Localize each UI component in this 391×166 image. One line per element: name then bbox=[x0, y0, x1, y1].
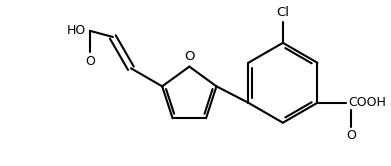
Text: HO: HO bbox=[67, 24, 86, 37]
Text: COOH: COOH bbox=[348, 96, 386, 109]
Text: O: O bbox=[184, 50, 195, 63]
Text: O: O bbox=[85, 55, 95, 68]
Text: O: O bbox=[346, 129, 356, 142]
Text: Cl: Cl bbox=[276, 6, 289, 19]
